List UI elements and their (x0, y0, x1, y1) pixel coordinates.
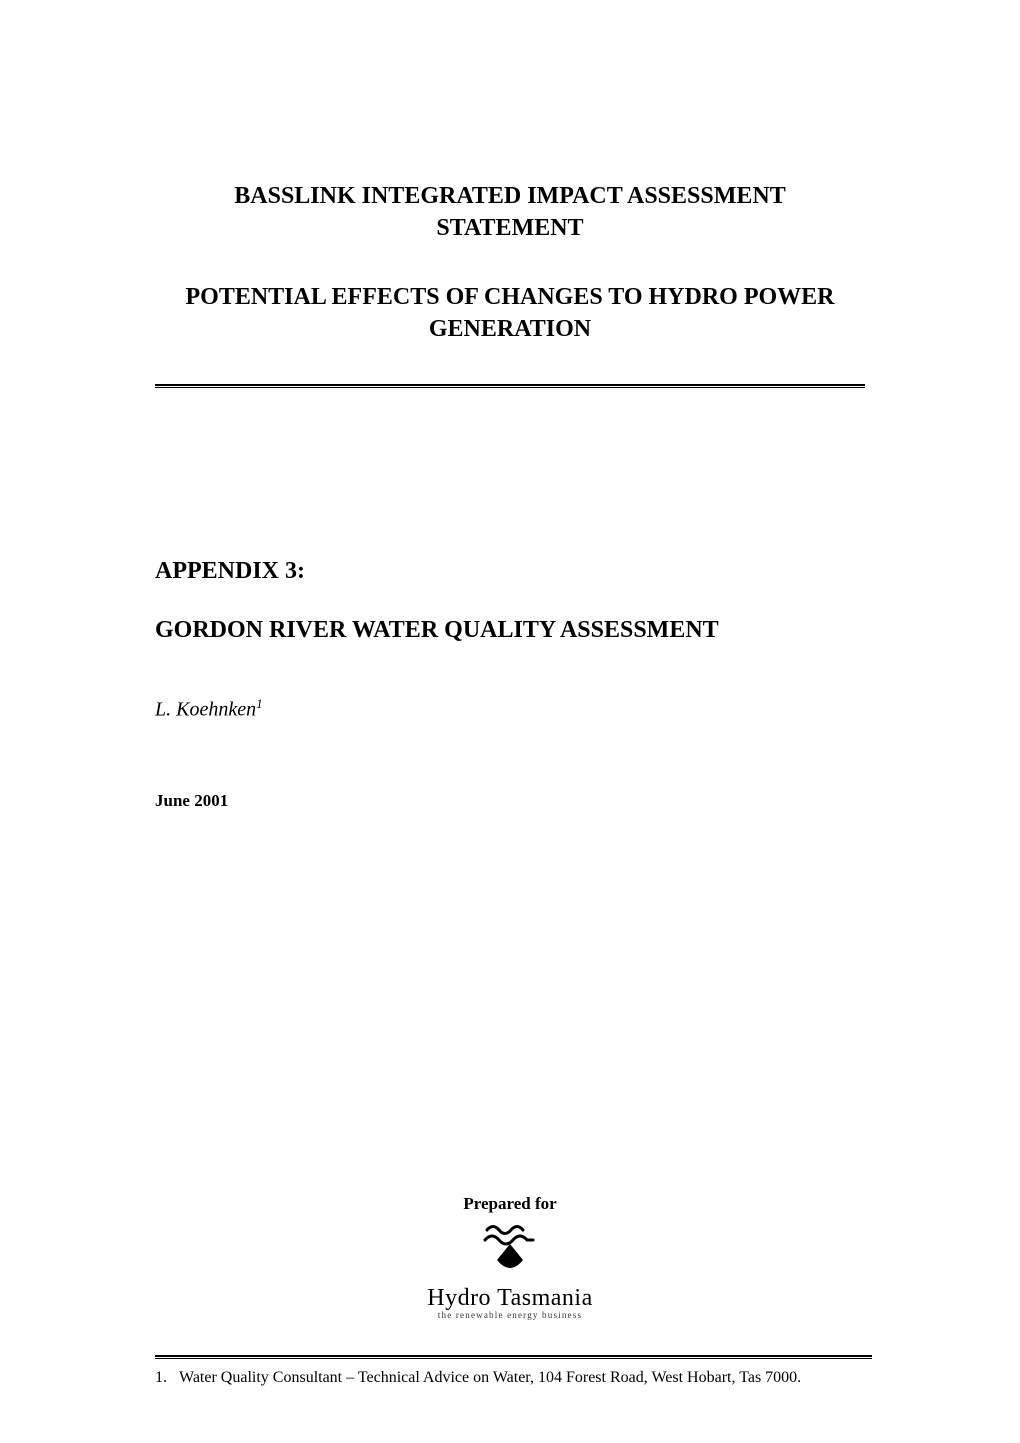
subtitle: POTENTIAL EFFECTS OF CHANGES TO HYDRO PO… (155, 281, 865, 346)
main-title: BASSLINK INTEGRATED IMPACT ASSESSMENT ST… (155, 180, 865, 245)
author-footnote-marker: 1 (256, 696, 263, 711)
footnote-number: 1. (155, 1369, 179, 1387)
main-title-line-2: STATEMENT (436, 215, 583, 241)
document-date: June 2001 (155, 791, 865, 811)
title-divider-rule (155, 384, 865, 388)
org-logo: Hydro Tasmania the renewable energy busi… (427, 1220, 593, 1320)
prepared-for-label: Prepared for (0, 1194, 1020, 1214)
footnote-text: Water Quality Consultant – Technical Adv… (179, 1369, 801, 1386)
subtitle-line-1: POTENTIAL EFFECTS OF CHANGES TO HYDRO PO… (186, 284, 835, 310)
hydro-tasmania-logo-icon (475, 1220, 545, 1276)
footnote: 1.Water Quality Consultant – Technical A… (155, 1369, 872, 1387)
org-name: Hydro Tasmania (427, 1285, 593, 1312)
main-title-line-1: BASSLINK INTEGRATED IMPACT ASSESSMENT (234, 183, 785, 209)
author-name: L. Koehnken (155, 698, 256, 720)
footnote-divider-rule (155, 1355, 872, 1359)
author-line: L. Koehnken1 (155, 696, 865, 722)
document-page: BASSLINK INTEGRATED IMPACT ASSESSMENT ST… (0, 0, 1020, 1443)
prepared-for-block: Prepared for Hydro Tasmania the renewabl… (0, 1194, 1020, 1323)
appendix-title: GORDON RIVER WATER QUALITY ASSESSMENT (155, 617, 865, 644)
subtitle-line-2: GENERATION (429, 316, 591, 342)
org-tagline: the renewable energy business (427, 1310, 593, 1320)
appendix-block: APPENDIX 3: GORDON RIVER WATER QUALITY A… (155, 558, 865, 812)
appendix-label: APPENDIX 3: (155, 558, 865, 585)
